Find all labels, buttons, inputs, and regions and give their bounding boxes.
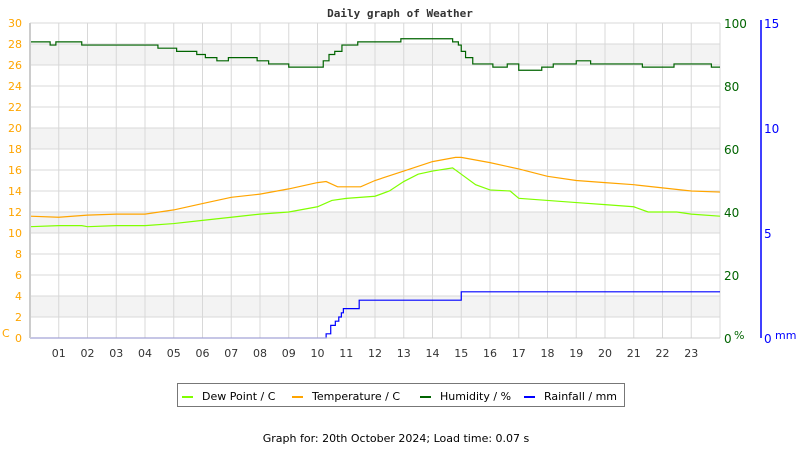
- rainfall-axis-unit: mm: [775, 329, 796, 342]
- x-tick-label: 02: [81, 347, 95, 360]
- legend-label: Dew Point / C: [202, 390, 276, 403]
- left-tick-label: 20: [8, 122, 22, 135]
- humidity-tick-label: 20: [724, 269, 739, 283]
- left-tick-label: 12: [8, 206, 22, 219]
- x-tick-label: 13: [397, 347, 411, 360]
- x-tick-label: 23: [684, 347, 698, 360]
- x-tick-label: 14: [426, 347, 440, 360]
- x-tick-label: 22: [656, 347, 670, 360]
- x-tick-label: 06: [196, 347, 210, 360]
- left-tick-label: 4: [15, 290, 22, 303]
- x-tick-label: 19: [569, 347, 583, 360]
- humidity-tick-label: 80: [724, 80, 739, 94]
- series-line-humidity: [30, 38, 720, 71]
- legend-label: Humidity / %: [440, 390, 511, 403]
- x-tick-label: 07: [224, 347, 238, 360]
- grid-lines: [30, 22, 721, 339]
- x-tick-label: 16: [483, 347, 497, 360]
- series-lines: [29, 38, 721, 339]
- left-tick-label: 6: [15, 269, 22, 282]
- x-tick-label: 10: [311, 347, 325, 360]
- x-tick-label: 09: [282, 347, 296, 360]
- x-tick-label: 05: [167, 347, 181, 360]
- series-line-dew: [29, 167, 721, 228]
- legend-box: [177, 383, 625, 407]
- x-tick-label: 17: [512, 347, 526, 360]
- humidity-tick-label: 60: [724, 143, 739, 157]
- left-tick-label: 28: [8, 38, 22, 51]
- chart-title: Daily graph of Weather: [327, 7, 473, 20]
- left-tick-label: 22: [8, 101, 22, 114]
- x-tick-label: 03: [109, 347, 123, 360]
- legend-label: Rainfall / mm: [544, 390, 617, 403]
- left-tick-label: 10: [8, 227, 22, 240]
- rainfall-tick-label: 0: [764, 332, 772, 346]
- x-tick-label: 21: [627, 347, 641, 360]
- left-tick-label: 18: [8, 143, 22, 156]
- left-tick-label: 30: [8, 17, 22, 30]
- x-tick-label: 15: [454, 347, 468, 360]
- rainfall-tick-label: 15: [764, 17, 779, 31]
- left-tick-label: 24: [8, 80, 22, 93]
- x-tick-label: 08: [253, 347, 267, 360]
- legend: Dew Point / C Temperature / C Humidity / %…: [177, 383, 625, 407]
- rainfall-tick-label: 10: [764, 122, 779, 136]
- humidity-axis-unit: %: [734, 329, 744, 342]
- x-tick-label: 11: [339, 347, 353, 360]
- legend-label: Temperature / C: [311, 390, 400, 403]
- left-tick-label: 2: [15, 311, 22, 324]
- left-tick-label: 0: [15, 332, 22, 345]
- humidity-tick-label: 0: [724, 332, 732, 346]
- series-line-temperature: [29, 156, 721, 218]
- left-tick-label: 16: [8, 164, 22, 177]
- left-axis-unit: C: [2, 327, 10, 340]
- rainfall-tick-label: 5: [764, 227, 772, 241]
- x-tick-label: 12: [368, 347, 382, 360]
- left-tick-label: 26: [8, 59, 22, 72]
- graph-footer: Graph for: 20th October 2024; Load time:…: [263, 432, 530, 445]
- x-tick-label: 18: [541, 347, 555, 360]
- x-tick-label: 04: [138, 347, 152, 360]
- left-tick-label: 14: [8, 185, 22, 198]
- x-tick-label: 20: [598, 347, 612, 360]
- humidity-tick-label: 100: [724, 17, 747, 31]
- left-tick-label: 8: [15, 248, 22, 261]
- series-line-rainfall: [30, 291, 720, 339]
- humidity-tick-label: 40: [724, 206, 739, 220]
- x-tick-label: 01: [52, 347, 66, 360]
